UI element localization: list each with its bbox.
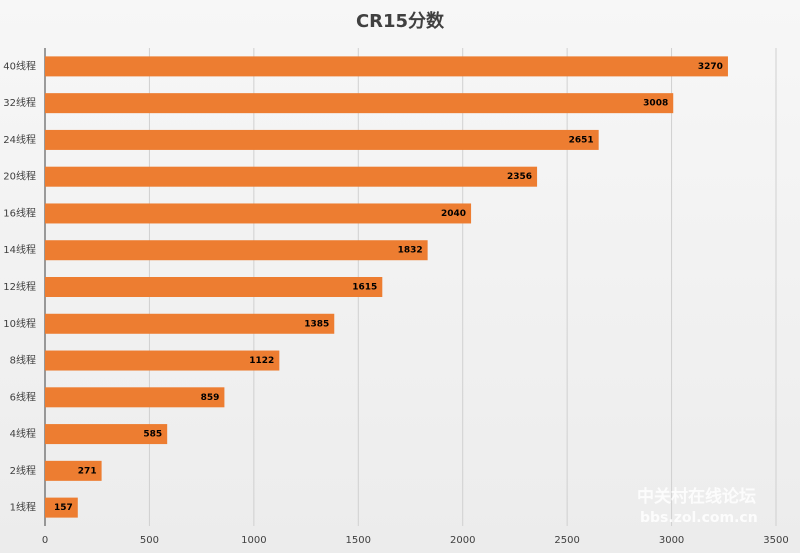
- data-label: 3008: [643, 99, 668, 109]
- y-tick-label: 16线程: [3, 206, 36, 219]
- y-tick-label: 4线程: [10, 427, 36, 440]
- x-tick-label: 1500: [346, 535, 371, 546]
- bar: [45, 350, 280, 371]
- data-label: 3270: [698, 62, 723, 72]
- data-label: 271: [78, 466, 97, 476]
- data-label: 157: [54, 503, 73, 513]
- bar: [45, 497, 78, 518]
- bar: [45, 203, 472, 224]
- bar: [45, 387, 225, 408]
- data-label: 1615: [352, 283, 377, 293]
- bar: [45, 313, 335, 334]
- data-label: 2651: [569, 135, 594, 145]
- data-label: 859: [201, 393, 220, 403]
- data-label: 2356: [507, 172, 532, 182]
- y-tick-label: 12线程: [3, 280, 36, 293]
- bar: [45, 424, 168, 445]
- y-tick-label: 10线程: [3, 317, 36, 330]
- y-tick-label: 20线程: [3, 170, 36, 183]
- x-tick-label: 2000: [450, 535, 475, 546]
- bar: [45, 93, 674, 114]
- data-label: 1385: [304, 319, 329, 329]
- y-tick-label: 2线程: [10, 464, 36, 477]
- y-tick-label: 32线程: [3, 96, 36, 109]
- watermark-text: 中关村在线论坛: [637, 486, 756, 507]
- x-tick-label: 3500: [763, 535, 788, 546]
- y-tick-label: 8线程: [10, 354, 36, 367]
- bar: [45, 56, 728, 77]
- data-label: 585: [143, 430, 162, 440]
- bar: [45, 277, 383, 297]
- x-tick-label: 3000: [659, 535, 684, 546]
- data-label: 1122: [249, 356, 274, 366]
- y-tick-label: 24线程: [3, 133, 36, 146]
- data-label: 1832: [398, 246, 423, 256]
- plot: 0 500 1000 1500 2000 2500 3000 3500 40线程 3270 32线程…: [3, 48, 789, 546]
- x-tick-label: 500: [140, 535, 159, 546]
- bar: [45, 240, 428, 261]
- x-tick-label: 0: [42, 535, 48, 546]
- bar: [45, 460, 102, 481]
- y-tick-label: 40线程: [3, 59, 36, 72]
- x-tick-label: 1000: [241, 535, 266, 546]
- y-tick-label: 14线程: [3, 243, 36, 256]
- y-tick-label: 1线程: [10, 501, 36, 514]
- bar: [45, 166, 538, 187]
- chart-title: CR15分数: [356, 10, 445, 32]
- data-label: 2040: [441, 209, 466, 219]
- bar: [45, 129, 599, 150]
- y-tick-label: 6线程: [10, 390, 36, 403]
- x-tick-label: 2500: [554, 535, 579, 546]
- watermark-url: bbs.zol.com.cn: [640, 510, 758, 526]
